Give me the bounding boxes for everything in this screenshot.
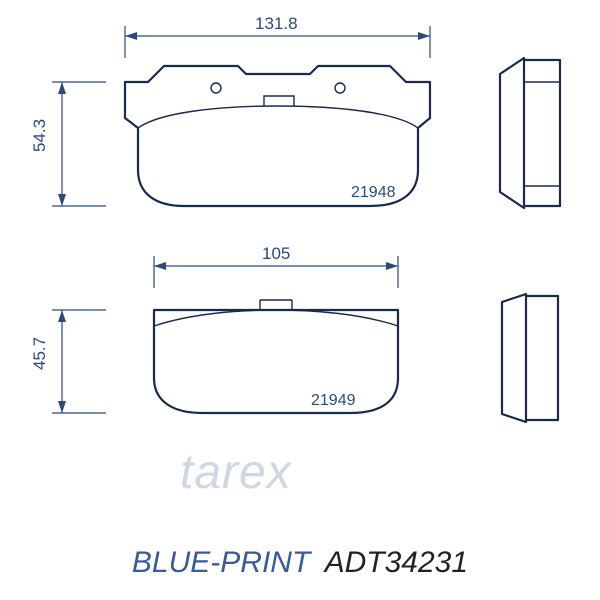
pad1-height-label: 54.3 <box>30 119 50 152</box>
diagram-canvas: 131.8 54.3 21948 105 45.7 21949 tarex BL… <box>0 0 600 600</box>
pad2-width-label: 105 <box>262 244 290 264</box>
pad1-side <box>0 0 600 240</box>
footer-brand: BLUE-PRINT <box>132 546 310 579</box>
pad2-partnum: 21949 <box>311 392 356 410</box>
pad1-width-label: 131.8 <box>255 14 298 34</box>
pad2-height-label: 45.7 <box>30 337 50 370</box>
watermark: tarex <box>180 445 292 500</box>
footer-sku: ADT34231 <box>325 546 468 579</box>
footer: BLUE-PRINT ADT34231 <box>0 546 600 580</box>
pad1-partnum: 21948 <box>351 184 396 202</box>
pad2-side <box>0 230 600 450</box>
